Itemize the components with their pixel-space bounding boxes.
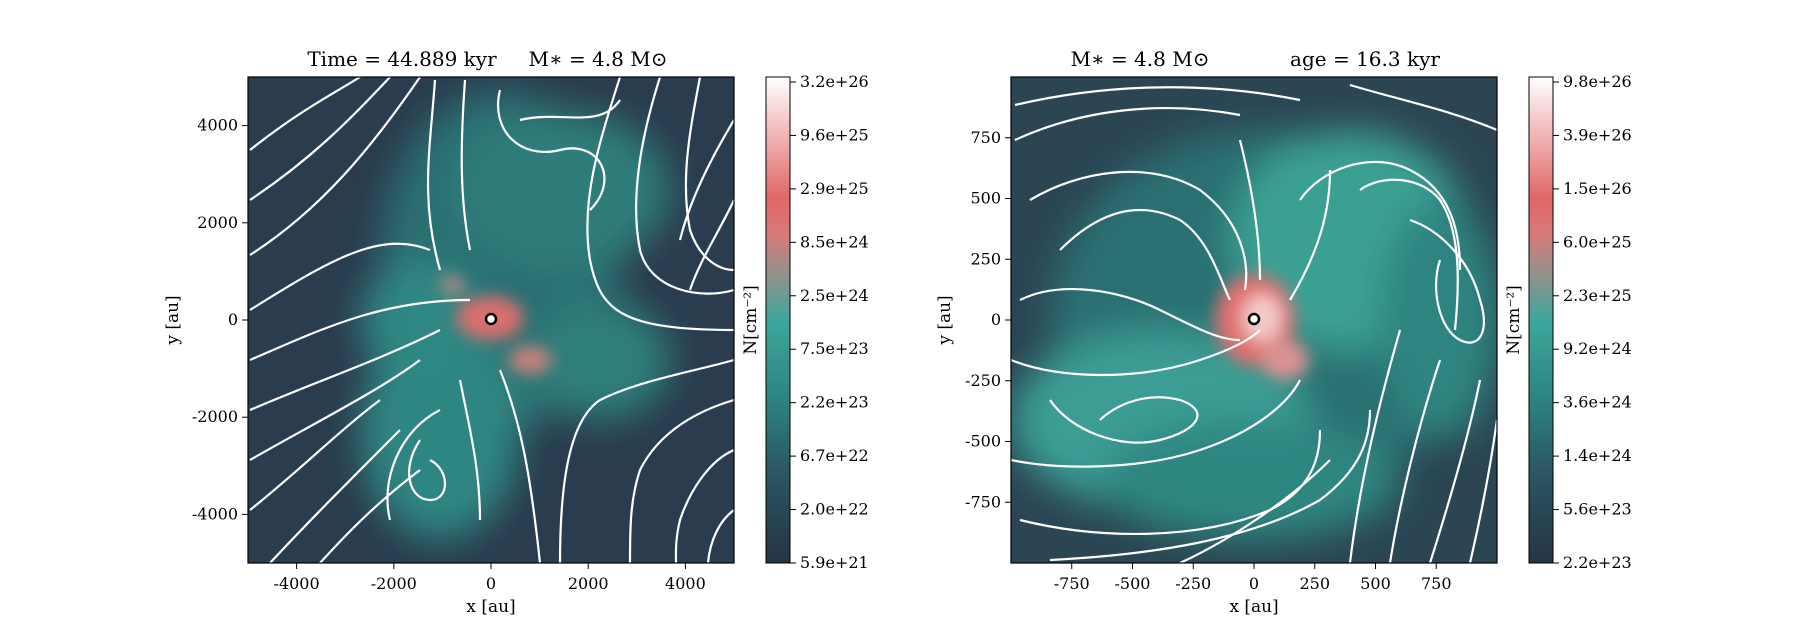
right-x-tick-label: 750 xyxy=(1421,574,1452,593)
left-panel-title-mass: M∗ = 4.8 M⊙ xyxy=(529,47,668,71)
right-y-axis-label: y [au] xyxy=(935,295,955,345)
right-colorbar-tick-label: 9.8e+26 xyxy=(1563,72,1632,91)
left-y-axis-label: y [au] xyxy=(163,295,183,345)
left-colorbar-tick-label: 2.2e+23 xyxy=(800,393,869,412)
right-colorbar-tick-label: 9.2e+24 xyxy=(1563,339,1632,358)
left-streamlines xyxy=(249,77,734,563)
right-y-tick-label: 250 xyxy=(970,249,1001,268)
right-colorbar-tick-label: 1.4e+24 xyxy=(1563,446,1632,465)
right-colorbar-tick-label: 3.6e+24 xyxy=(1563,393,1632,412)
left-colorbar-label: N[cm⁻²] xyxy=(741,285,761,355)
right-colorbar-tick-label: 3.9e+26 xyxy=(1563,125,1632,144)
left-x-tick-label: 4000 xyxy=(665,574,706,593)
left-y-tick-label: -2000 xyxy=(192,407,238,426)
left-colorbar-tick-label: 2.0e+22 xyxy=(800,500,869,519)
left-colorbar-tick-label: 7.5e+23 xyxy=(800,339,869,358)
right-panel-title-age: age = 16.3 kyr xyxy=(1290,47,1440,71)
right-y-tick-label: 500 xyxy=(970,189,1001,208)
right-y-tick-label: 750 xyxy=(970,128,1001,147)
right-colorbar-tick-label: 5.6e+23 xyxy=(1563,500,1632,519)
right-y-tick-label: 0 xyxy=(991,310,1001,329)
left-y-tick-label: 4000 xyxy=(197,116,238,135)
left-star-marker xyxy=(484,312,498,326)
right-colorbar-tick-label: 6.0e+25 xyxy=(1563,232,1632,251)
right-x-axis-label: x [au] xyxy=(1229,597,1278,617)
left-y-ticks: -4000 -2000 0 2000 4000 xyxy=(192,116,248,523)
right-panel: M∗ = 4.8 M⊙ age = 16.3 kyr xyxy=(935,47,1632,617)
left-y-tick-label: 0 xyxy=(228,310,238,329)
left-y-tick-label: 2000 xyxy=(197,213,238,232)
right-x-tick-label: -250 xyxy=(1175,574,1211,593)
left-colorbar-tick-label: 2.9e+25 xyxy=(800,179,869,198)
left-y-tick-label: -4000 xyxy=(192,504,238,523)
left-colorbar-ticks: 5.9e+21 2.0e+22 6.7e+22 2.2e+23 7.5e+23 2.5e+… xyxy=(790,72,869,572)
left-x-tick-label: -2000 xyxy=(371,574,417,593)
left-x-ticks: -4000 -2000 0 2000 4000 xyxy=(274,563,706,593)
right-colorbar-label: N[cm⁻²] xyxy=(1504,285,1524,355)
left-colorbar-tick-label: 8.5e+24 xyxy=(800,232,869,251)
left-x-tick-label: 0 xyxy=(486,574,496,593)
right-colorbar-tick-label: 2.2e+23 xyxy=(1563,553,1632,572)
left-colorbar-tick-label: 9.6e+25 xyxy=(800,125,869,144)
right-y-tick-label: -750 xyxy=(965,492,1001,511)
right-x-tick-label: 0 xyxy=(1249,574,1259,593)
right-colorbar-ticks: 2.2e+23 5.6e+23 1.4e+24 3.6e+24 9.2e+24 2.3e+… xyxy=(1553,72,1632,572)
right-star-marker xyxy=(1247,312,1261,326)
right-colorbar-tick-label: 1.5e+26 xyxy=(1563,179,1632,198)
right-x-ticks: -750 -500 -250 0 250 500 750 xyxy=(1054,563,1452,593)
right-x-tick-label: -750 xyxy=(1054,574,1090,593)
right-colorbar xyxy=(1528,76,1554,564)
right-y-ticks: -750 -500 -250 0 250 500 750 xyxy=(965,128,1011,511)
right-colorbar-tick-label: 2.3e+25 xyxy=(1563,286,1632,305)
right-streamlines xyxy=(1011,83,1497,563)
right-x-tick-label: -500 xyxy=(1115,574,1151,593)
left-colorbar-tick-label: 3.2e+26 xyxy=(800,72,869,91)
left-colorbar xyxy=(765,76,791,564)
left-colorbar-tick-label: 2.5e+24 xyxy=(800,286,869,305)
left-x-axis-label: x [au] xyxy=(466,597,515,617)
left-colorbar-tick-label: 5.9e+21 xyxy=(800,553,869,572)
left-x-tick-label: -4000 xyxy=(274,574,320,593)
right-x-tick-label: 500 xyxy=(1360,574,1391,593)
right-y-tick-label: -250 xyxy=(965,371,1001,390)
left-panel-title-time: Time = 44.889 kyr xyxy=(307,47,497,71)
left-colorbar-tick-label: 6.7e+22 xyxy=(800,446,869,465)
left-x-tick-label: 2000 xyxy=(568,574,609,593)
right-x-tick-label: 250 xyxy=(1299,574,1330,593)
right-panel-title-mass: M∗ = 4.8 M⊙ xyxy=(1071,47,1210,71)
left-panel: Time = 44.889 kyr M∗ = 4.8 M⊙ xyxy=(163,47,869,617)
right-y-tick-label: -500 xyxy=(965,432,1001,451)
